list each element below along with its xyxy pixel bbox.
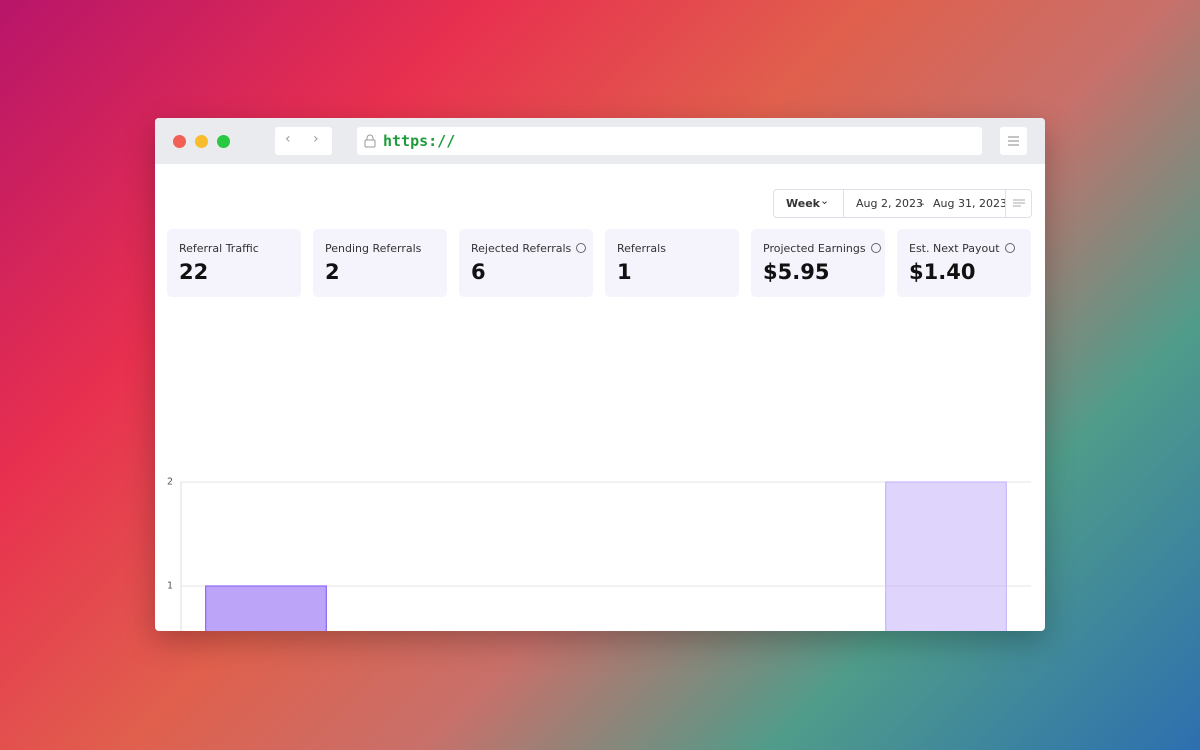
stat-value: 6 (471, 260, 486, 284)
info-icon[interactable] (870, 243, 881, 253)
minimize-button[interactable] (195, 135, 208, 148)
browser-window: ‹ › https:// Week ⌄ Aug 2, 2023 – Aug 31… (155, 118, 1045, 631)
date-separator: – (919, 197, 925, 210)
period-select[interactable]: Week (786, 197, 820, 210)
stat-value: $5.95 (763, 260, 830, 284)
stat-value: 1 (617, 260, 632, 284)
stat-label: Pending Referrals (325, 242, 422, 255)
stat-label-row: Est. Next Payout (909, 242, 1015, 255)
settings-button[interactable] (1000, 127, 1027, 155)
bar (205, 585, 327, 631)
y-tick-label: 2 (167, 477, 173, 488)
stat-card: Referral Traffic 22 (167, 229, 301, 297)
stat-label: Rejected Referrals (471, 242, 572, 255)
info-icon[interactable] (1004, 243, 1015, 253)
url-text: https:// (383, 132, 456, 150)
stat-value: 2 (325, 260, 340, 284)
stat-label: Projected Earnings (763, 242, 866, 255)
lock-icon (364, 134, 376, 148)
stat-card: Referrals 1 (605, 229, 739, 297)
stat-value: 22 (179, 260, 209, 284)
stat-card: Projected Earnings $5.95 (751, 229, 885, 297)
forward-button[interactable]: › (313, 131, 319, 147)
filter-icon[interactable] (1009, 190, 1029, 217)
end-date[interactable]: Aug 31, 2023 (933, 197, 1007, 210)
stat-label-row: Rejected Referrals (471, 242, 587, 255)
y-tick-label: 1 (167, 581, 173, 592)
stat-label: Referral Traffic (179, 242, 259, 255)
back-button[interactable]: ‹ (285, 131, 291, 147)
stat-label: Referrals (617, 242, 666, 255)
stat-card: Est. Next Payout $1.40 (897, 229, 1031, 297)
nav-buttons: ‹ › (275, 127, 332, 155)
title-bar: ‹ › https:// (155, 118, 1045, 164)
start-date[interactable]: Aug 2, 2023 (856, 197, 923, 210)
settings-icon (1008, 136, 1019, 146)
address-bar[interactable]: https:// (357, 127, 982, 155)
chevron: ⌄ (820, 194, 830, 207)
stat-card: Rejected Referrals 6 (459, 229, 593, 297)
stat-card: Pending Referrals 2 (313, 229, 447, 297)
stat-label-row: Projected Earnings (763, 242, 881, 255)
maximize-button[interactable] (217, 135, 230, 148)
close-button[interactable] (173, 135, 186, 148)
chart: 0122023-07-312023-08-072023-08-142023-08… (167, 477, 1031, 631)
date-toolbar: Week ⌄ Aug 2, 2023 – Aug 31, 2023 (773, 189, 1032, 218)
bar (885, 481, 1007, 631)
stat-value: $1.40 (909, 260, 976, 284)
info-icon[interactable] (576, 243, 587, 253)
divider (843, 190, 844, 217)
stat-label: Est. Next Payout (909, 242, 1000, 255)
divider (1005, 190, 1006, 217)
